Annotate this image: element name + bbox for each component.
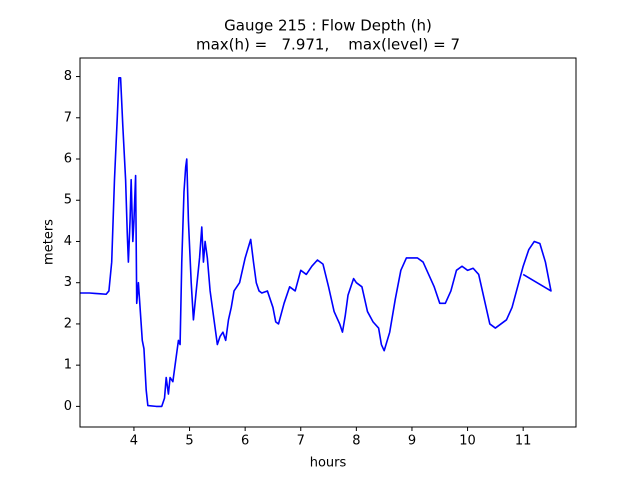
x-tick-label: 5 bbox=[185, 434, 193, 449]
x-tick-label: 6 bbox=[241, 434, 249, 449]
data-line bbox=[80, 76, 552, 408]
y-tick-label: 5 bbox=[64, 193, 72, 208]
x-tick-label: 4 bbox=[130, 434, 138, 449]
chart-subtitle: max(h) = 7.971, max(level) = 7 bbox=[196, 36, 460, 54]
y-tick-label: 4 bbox=[64, 234, 72, 249]
y-tick-label: 8 bbox=[64, 69, 72, 84]
y-tick-label: 2 bbox=[64, 316, 72, 331]
y-tick-label: 7 bbox=[64, 110, 72, 125]
y-tick-label: 0 bbox=[64, 399, 72, 414]
y-axis-label: meters bbox=[42, 219, 57, 265]
y-tick-label: 3 bbox=[64, 275, 72, 290]
x-tick-label: 9 bbox=[408, 434, 416, 449]
x-axis-label: hours bbox=[310, 456, 347, 471]
chart-title: Gauge 215 : Flow Depth (h) bbox=[224, 17, 432, 35]
x-tick-label: 10 bbox=[459, 434, 476, 449]
x-tick-label: 7 bbox=[297, 434, 305, 449]
x-tick-label: 8 bbox=[352, 434, 360, 449]
y-tick-label: 6 bbox=[64, 152, 72, 167]
x-tick-label: 11 bbox=[515, 434, 532, 449]
plot-frame bbox=[79, 57, 577, 428]
y-tick-label: 1 bbox=[64, 358, 72, 373]
